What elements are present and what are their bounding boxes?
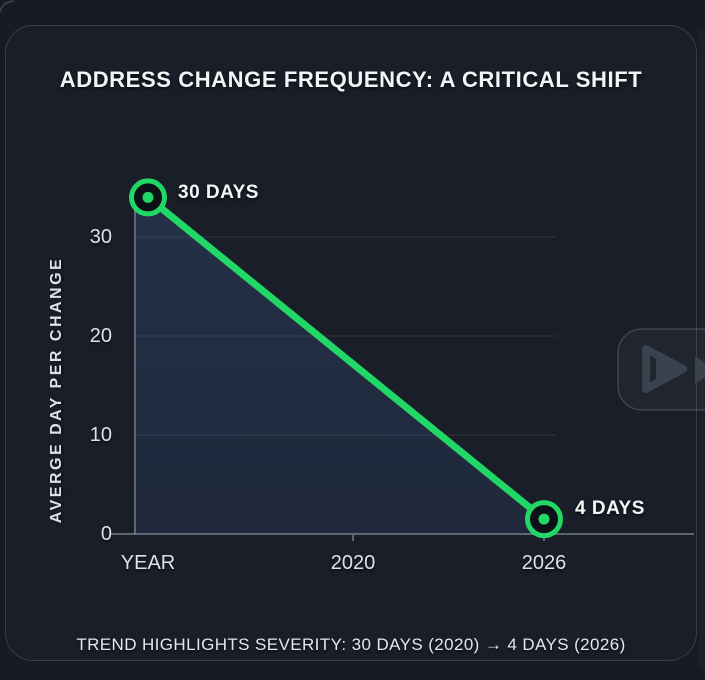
trend-annotation: TREND HIGHLIGHTS SEVERITY: 30 DAYS (2020… [76, 635, 626, 654]
play-icon[interactable] [642, 345, 687, 393]
corner-artifact-line [0, 0, 15, 13]
y-axis-title: AVERGE DAY PER CHANGE [48, 256, 65, 524]
video-play-overlay [617, 328, 705, 411]
play-button-pill[interactable] [617, 328, 705, 411]
right-gutter [699, 30, 705, 670]
play-icon-core [656, 358, 678, 380]
next-arrow-icon[interactable] [695, 356, 705, 384]
chart-title: ADDRESS CHANGE FREQUENCY: A CRITICAL SHI… [59, 67, 643, 92]
corner-artifact [0, 0, 15, 13]
play-icon-outline [642, 345, 687, 393]
chart-card [5, 25, 697, 661]
